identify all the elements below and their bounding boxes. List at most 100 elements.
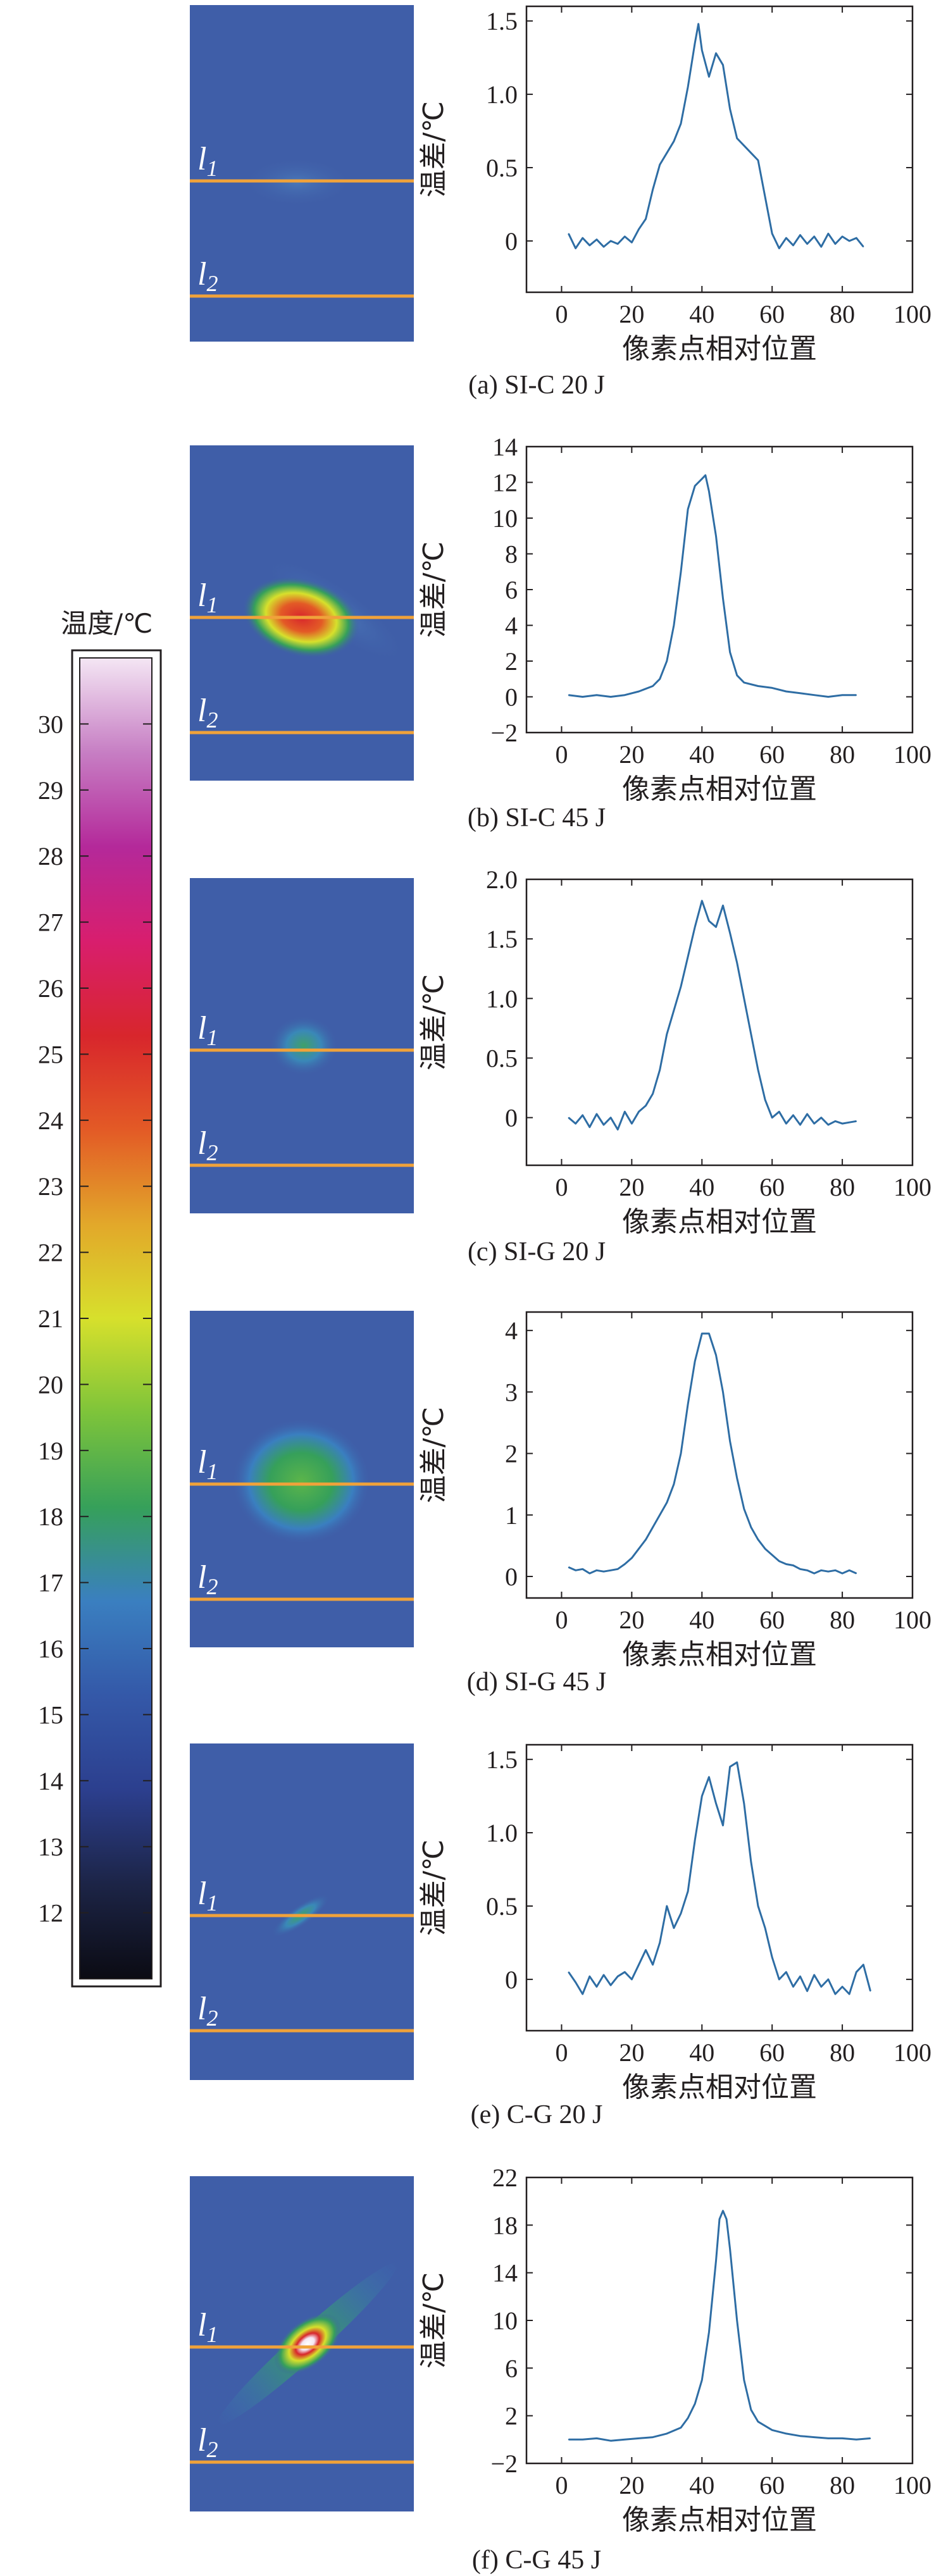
- data-point: [729, 932, 731, 934]
- x-tick-label: 100: [894, 2471, 931, 2499]
- data-point: [687, 1404, 688, 1405]
- line-label-subscript: 1: [206, 2322, 218, 2347]
- x-tick-label: 80: [830, 740, 855, 769]
- profile-line-label-l1: l1: [197, 141, 218, 181]
- data-point: [568, 1117, 570, 1118]
- line-label-subscript: 2: [206, 271, 218, 296]
- data-point: [694, 2403, 695, 2405]
- data-point: [610, 1985, 611, 1986]
- data-point: [610, 240, 611, 242]
- data-point: [856, 2439, 857, 2441]
- data-point: [849, 1570, 850, 1571]
- x-tick-label: 60: [759, 2471, 785, 2499]
- data-point: [673, 1483, 675, 1485]
- x-tick-label: 20: [619, 1606, 644, 1634]
- y-tick-label: 10: [492, 504, 518, 533]
- y-tick-label: 1.5: [486, 1745, 518, 1774]
- chart-d: 0 20 40 60 80 100 0 1 2 3 4 像素点相对位置 温差/℃ (d) SI-G 45 …: [418, 1311, 931, 1697]
- data-point: [673, 1927, 675, 1929]
- data-point: [757, 1905, 759, 1907]
- profile-line-label-l2: l2: [197, 256, 218, 296]
- data-point: [778, 1111, 780, 1113]
- chart-e: 0 20 40 60 80 100 0 0.5 1.0 1.5 像素点相对位置 温差/℃ (e) C-G…: [418, 1743, 931, 2129]
- y-tick-label: 1.5: [486, 925, 518, 953]
- data-point: [821, 1117, 822, 1118]
- x-tick-label: 40: [689, 2038, 714, 2067]
- data-point: [666, 1905, 668, 1907]
- colorbar-tick-label: 19: [38, 1437, 63, 1465]
- data-point: [744, 998, 745, 1000]
- profile-line-label-l1: l1: [197, 2307, 218, 2347]
- data-point: [715, 926, 717, 928]
- data-point: [750, 152, 752, 154]
- line-label-letter: l: [197, 1125, 206, 1161]
- line-label-letter: l: [197, 1010, 206, 1046]
- data-point: [659, 1069, 661, 1071]
- data-point: [589, 1573, 590, 1574]
- caption: (f) C-G 45 J: [472, 2546, 601, 2575]
- line-label-subscript: 2: [206, 2437, 218, 2462]
- x-axis-label: 像素点相对位置: [622, 333, 817, 365]
- data-point: [575, 1570, 576, 1571]
- data-point: [582, 1993, 583, 1995]
- data-point: [697, 23, 699, 25]
- line-label-subscript: 2: [206, 1140, 218, 1165]
- data-point: [617, 1976, 618, 1977]
- data-point: [806, 1990, 808, 1992]
- x-tick-label: 80: [830, 2038, 855, 2067]
- data-point: [757, 1539, 759, 1540]
- data-point: [638, 2437, 640, 2439]
- data-point: [610, 1570, 611, 1571]
- x-axis-label: 像素点相对位置: [622, 2071, 817, 2103]
- data-point: [652, 1093, 654, 1094]
- x-tick-label: 20: [619, 1173, 644, 1201]
- data-point: [610, 696, 611, 698]
- data-point: [764, 196, 766, 198]
- data-point: [757, 1069, 759, 1071]
- x-tick-label: 60: [759, 2038, 785, 2067]
- caption: (d) SI-G 45 J: [467, 1668, 606, 1697]
- y-tick-label: 22: [492, 2164, 518, 2192]
- y-tick-label: 1: [505, 1501, 518, 1530]
- data-point: [849, 1993, 850, 1995]
- y-tick-label: 1.0: [486, 80, 518, 109]
- data-point: [680, 571, 682, 573]
- data-point: [652, 189, 654, 190]
- thermal-image-a: l1 l2: [190, 5, 414, 342]
- data-point: [785, 691, 787, 692]
- data-point: [771, 2429, 773, 2431]
- line-label-letter: l: [197, 578, 206, 614]
- x-tick-label: 0: [555, 2471, 568, 2499]
- colorbar-tick-label: 24: [38, 1106, 63, 1135]
- data-point: [778, 1979, 780, 1980]
- data-point: [736, 1762, 738, 1763]
- x-tick-label: 60: [759, 740, 785, 769]
- data-point: [771, 1957, 773, 1958]
- data-point: [610, 2440, 611, 2441]
- data-point: [813, 1573, 815, 1574]
- thermal-spot: [269, 1015, 339, 1076]
- data-point: [771, 1117, 773, 1118]
- data-point: [778, 1560, 780, 1562]
- data-point: [645, 218, 647, 220]
- x-tick-label: 20: [619, 2038, 644, 2067]
- data-point: [603, 246, 604, 247]
- data-point: [638, 228, 640, 230]
- line-label-subscript: 1: [206, 1890, 218, 1916]
- data-point: [596, 1570, 597, 1571]
- data-point: [694, 485, 695, 486]
- data-point: [645, 1949, 647, 1951]
- y-axis-label: 温差/℃: [418, 1840, 450, 1936]
- data-point: [638, 1548, 640, 1549]
- x-tick-label: 80: [830, 1173, 855, 1201]
- colorbar-tick-label: 20: [38, 1370, 63, 1399]
- line-label-letter: l: [197, 2422, 206, 2458]
- caption: (a) SI-C 20 J: [468, 371, 605, 400]
- data-point: [638, 691, 640, 692]
- data-point: [856, 694, 857, 696]
- data-point: [799, 1976, 801, 1977]
- data-point: [771, 1554, 773, 1556]
- data-point: [638, 1111, 640, 1113]
